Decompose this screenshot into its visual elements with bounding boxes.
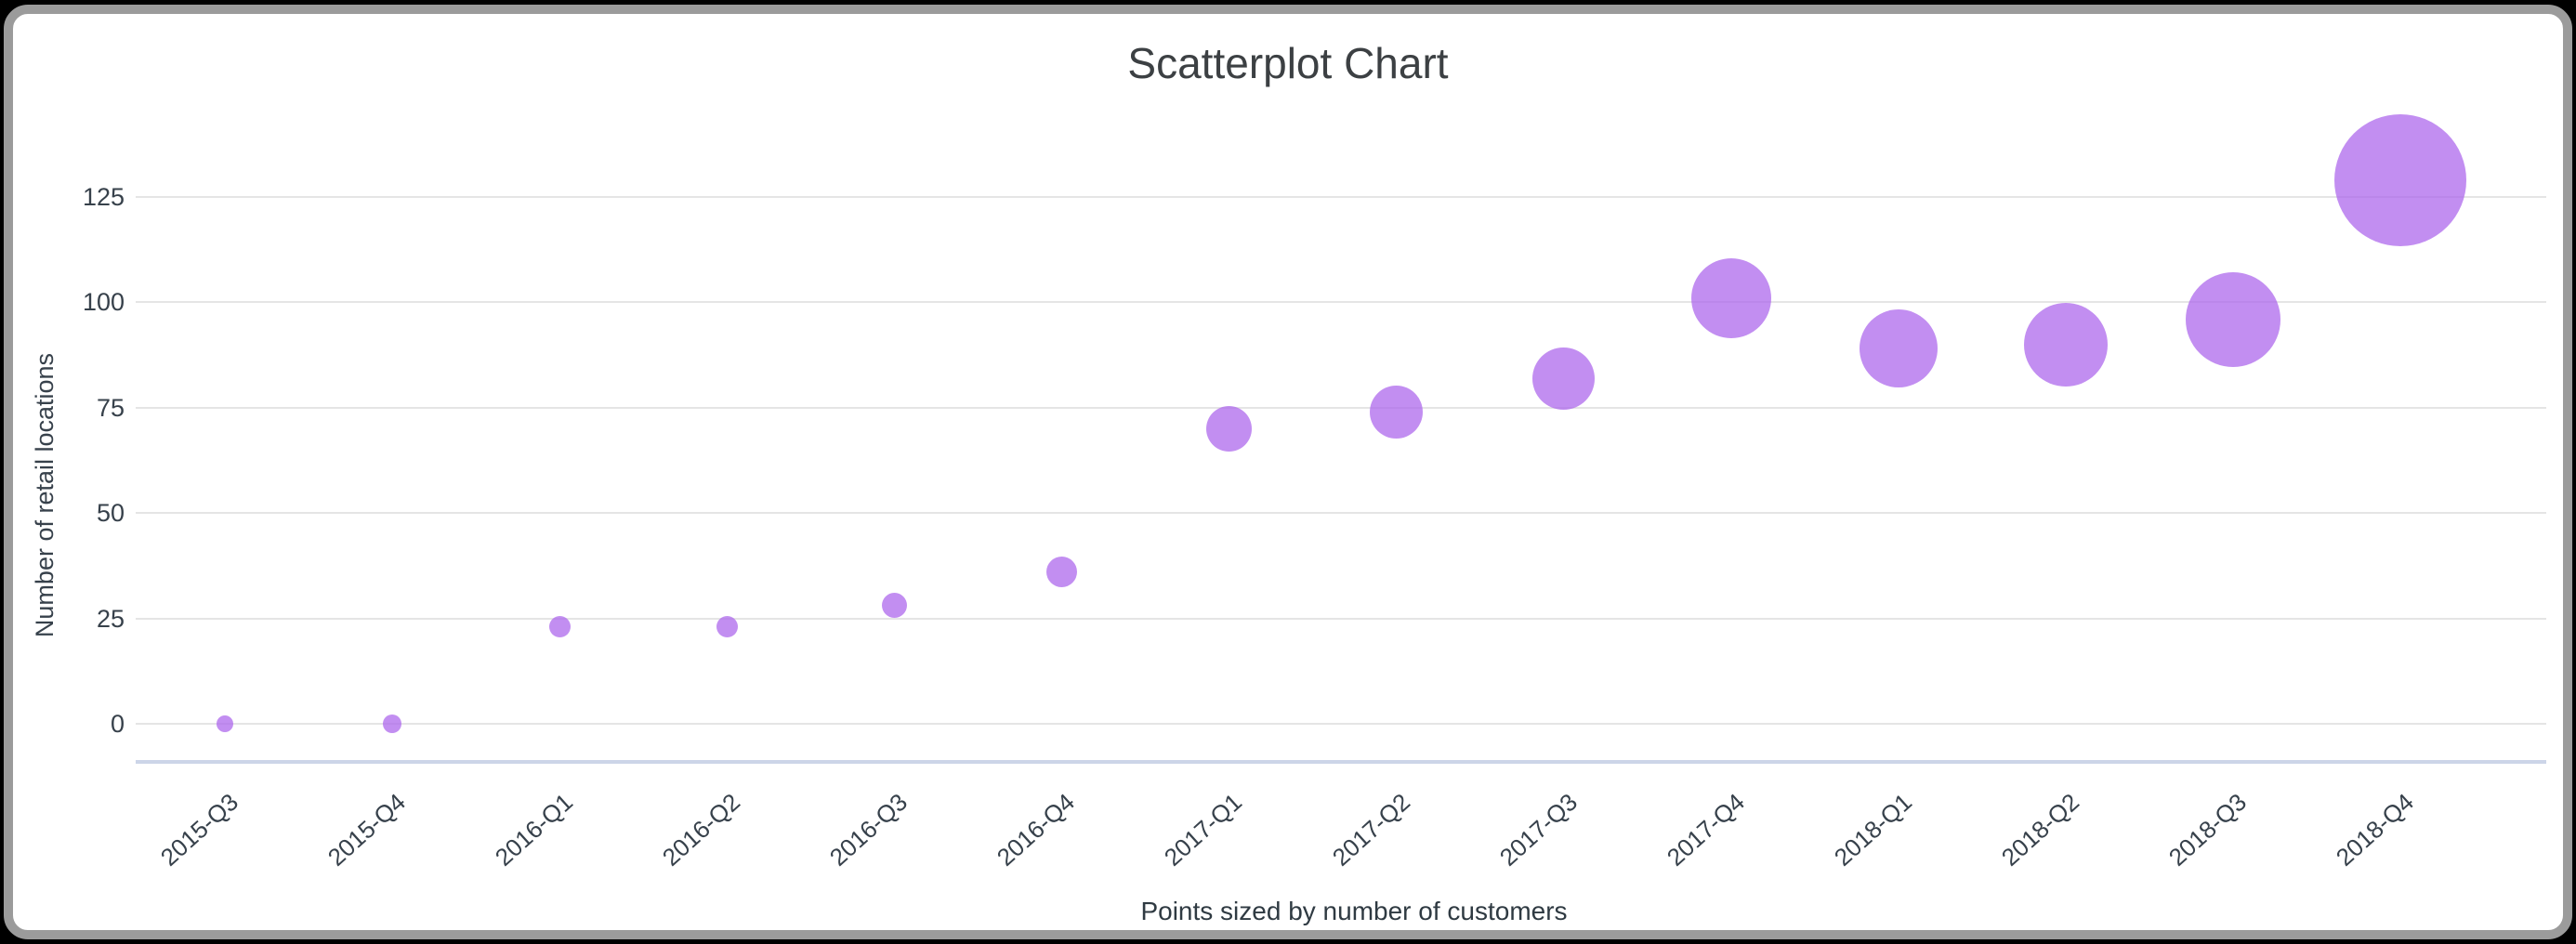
y-gridline [136,723,2546,725]
scatter-point[interactable] [548,616,571,638]
y-tick-label: 0 [110,710,125,738]
chart-title: Scatterplot Chart [1127,39,1449,87]
y-tick-label: 50 [96,499,125,528]
y-tick-label: 100 [82,288,125,317]
y-gridline [136,512,2546,515]
y-gridline [136,196,2546,198]
scatter-point[interactable] [1205,405,1252,452]
scatter-point[interactable] [217,715,233,732]
scatter-point[interactable] [2023,302,2108,387]
scatter-point[interactable] [2185,271,2280,367]
y-gridline [136,406,2546,409]
scatter-point[interactable] [1045,557,1077,588]
scatter-point[interactable] [2334,113,2467,246]
scatter-point[interactable] [1532,347,1596,410]
size-legend-caption: Points sized by number of customers [1140,897,1568,925]
y-tick-label: 25 [96,604,125,633]
scatter-point[interactable] [1370,385,1424,439]
y-tick-label: 125 [82,183,125,211]
scatter-point[interactable] [383,715,402,733]
scatter-point[interactable] [1859,309,1938,388]
y-tick-label: 75 [96,393,125,422]
scatter-point[interactable] [716,616,738,638]
scatter-point[interactable] [1690,257,1771,338]
scatter-point[interactable] [881,593,907,619]
y-gridline [136,617,2546,620]
x-axis-line [136,760,2546,764]
y-gridline [136,301,2546,304]
chart-card: Scatterplot Chart Number of retail locat… [4,5,2572,939]
